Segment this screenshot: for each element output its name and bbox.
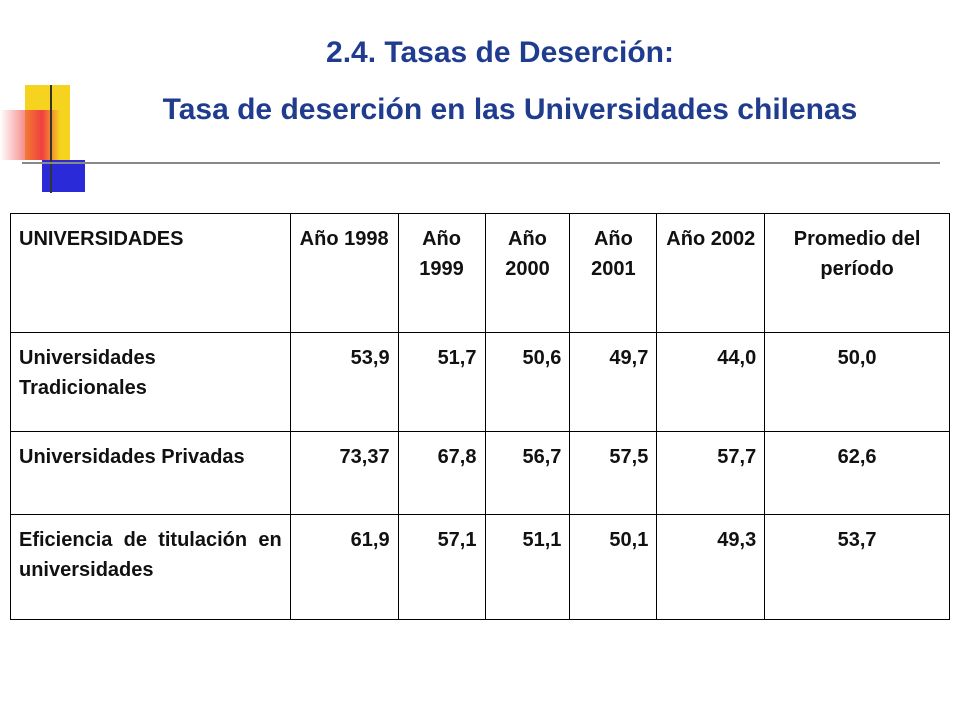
value-cell: 44,0 <box>656 332 766 432</box>
value-cell: 49,7 <box>569 332 658 432</box>
data-row: Eficiencia de titulación en universidade… <box>10 514 950 620</box>
value-cell: 61,9 <box>289 514 399 620</box>
data-row: Universidades Privadas 73,37 67,8 56,7 57,5 5… <box>10 431 950 515</box>
title-line: 2.4. Tasas de Deserción: <box>326 36 674 69</box>
header-cell: Año 2002 <box>656 213 766 333</box>
data-table: UNIVERSIDADES Año 1998 Año 1999 Año 2000 Año… <box>10 213 950 620</box>
value-cell: 50,0 <box>764 332 950 432</box>
value-cell: 56,7 <box>484 431 571 515</box>
title-line: Tasa de deserción en las Universidades c… <box>162 93 858 126</box>
value-cell: 50,1 <box>569 514 658 620</box>
value-cell: 57,1 <box>397 514 486 620</box>
value-cell: 51,7 <box>397 332 486 432</box>
horizontal-rule <box>22 162 940 164</box>
value-cell: 53,9 <box>289 332 399 432</box>
row-label: Universidades Privadas <box>10 431 291 515</box>
blue-square <box>42 160 85 192</box>
value-cell: 51,1 <box>484 514 571 620</box>
value-cell: 57,5 <box>569 431 658 515</box>
row-label: Universidades Tradicionales <box>10 332 291 432</box>
value-cell: 62,6 <box>764 431 950 515</box>
value-cell: 53,7 <box>764 514 950 620</box>
header-row: UNIVERSIDADES Año 1998 Año 1999 Año 2000 Año… <box>10 213 950 333</box>
header-cell: Año 1999 <box>397 213 486 333</box>
value-cell: 73,37 <box>289 431 399 515</box>
row-label: Eficiencia de titulación en universidade… <box>10 514 291 620</box>
data-row: Universidades Tradicionales 53,9 51,7 50,6 4… <box>10 332 950 432</box>
value-cell: 49,3 <box>656 514 766 620</box>
header-cell: Año 1998 <box>289 213 399 333</box>
header-cell: Promedio del período <box>764 213 950 333</box>
vertical-rule <box>50 85 52 193</box>
header-cell: UNIVERSIDADES <box>10 213 291 333</box>
value-cell: 57,7 <box>656 431 766 515</box>
value-cell: 67,8 <box>397 431 486 515</box>
header-cell: Año 2000 <box>484 213 571 333</box>
table-body: UNIVERSIDADES Año 1998 Año 1999 Año 2000 Año… <box>10 213 950 620</box>
header-cell: Año 2001 <box>569 213 658 333</box>
value-cell: 50,6 <box>484 332 571 432</box>
